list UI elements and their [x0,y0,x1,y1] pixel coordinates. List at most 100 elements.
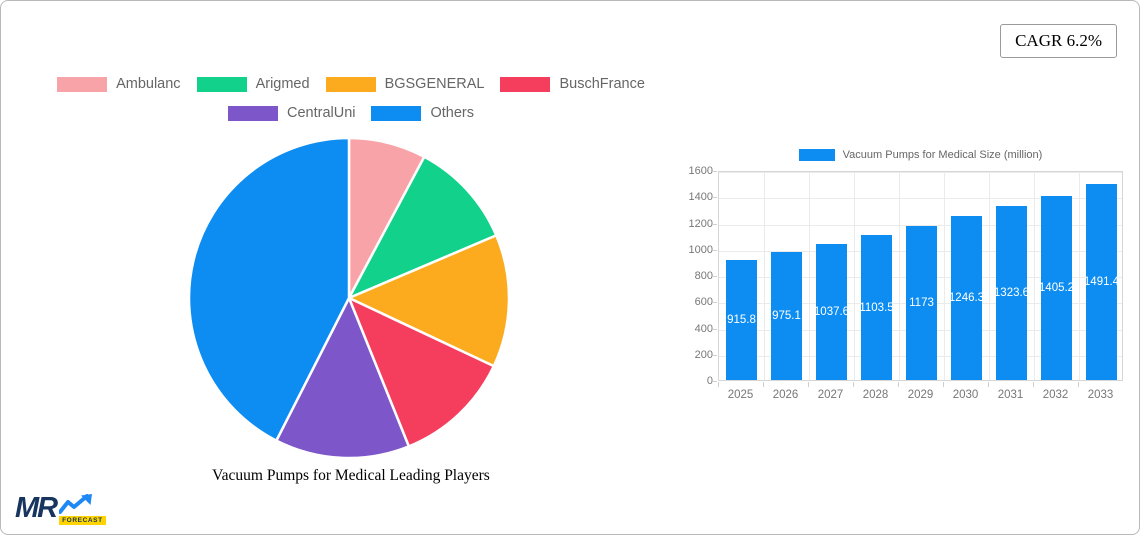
pie-legend: Ambulanc Arigmed BGSGENERAL BuschFrance Cent… [1,76,701,121]
x-axis-tick-label: 2025 [727,389,754,401]
pie-slice-centraluni [275,296,411,460]
pie-legend-row: Ambulanc Arigmed BGSGENERAL BuschFrance [57,76,645,92]
x-axis-tick-mark [1033,382,1034,387]
y-axis-tick-label: 200 [694,348,713,361]
x-axis-tick-mark [1078,382,1079,387]
v-gridline [989,172,990,380]
logo-sub-text: FORECAST [59,516,106,525]
y-axis-tick-label: 400 [694,322,713,335]
h-gridline [719,172,1122,173]
y-axis-tick-label: 1200 [688,217,713,230]
bar-value-label: 1103.5 [859,301,894,314]
legend-item-ambulanc: Ambulanc [57,76,181,92]
y-axis-tick-label: 1600 [688,165,713,177]
h-gridline [719,198,1122,200]
cagr-badge: CAGR 6.2% [1000,24,1117,58]
y-axis-tick-label: 800 [694,270,713,282]
x-axis-tick-mark [898,382,899,387]
cagr-label: CAGR 6.2% [1015,31,1102,50]
y-axis-tick-label: 1400 [688,191,713,204]
bar-2029: 1173 [906,226,937,380]
bar-2028: 1103.5 [859,235,894,380]
y-axis-tick-mark [712,328,717,330]
bar-2027: 1037.6 [813,243,850,380]
bar-value-label: 915.8 [727,313,756,326]
x-axis-tick-mark [808,382,809,387]
pie-slice-bgsgeneral [347,234,511,368]
y-axis-tick-mark [712,171,717,172]
v-gridline [1079,172,1080,380]
pie-slice-buschfrance [347,296,496,448]
bar-value-label: 1323.6 [993,287,1030,300]
pie-slice-others [187,136,351,442]
x-axis-tick-label: 2027 [817,389,844,401]
legend-color-swatch [500,76,551,92]
v-gridline [764,172,765,380]
bar-chart-axes: 0 200 400 600 800 1000 1200 1400 1600 2025 2026 202… [689,166,1123,402]
pie-chart-title: Vacuum Pumps for Medical Leading Players [212,467,490,484]
x-axis-tick-label: 2032 [1042,389,1069,401]
legend-item-label: CentralUni [286,105,356,121]
bar-legend-label: Vacuum Pumps for Medical Size (million) [842,149,1043,161]
legend-item-others: Others [371,105,474,121]
legend-color-swatch [57,76,108,92]
bar-2026: 975.1 [771,252,802,380]
legend-item-buschfrance: BuschFrance [500,76,645,92]
trend-arrow-icon [59,494,93,514]
y-axis-tick-mark [712,276,717,277]
v-gridline [809,172,810,380]
v-gridline [854,172,855,380]
bar-legend-swatch [798,149,835,161]
pie-legend-row: CentralUni Others [227,105,474,121]
x-axis-tick-label: 2033 [1087,389,1114,401]
y-axis-tick-mark [712,223,717,225]
bar-2030: 1246.3 [948,216,985,380]
y-axis-tick-label: 0 [706,375,713,387]
pie-chart [187,136,511,460]
v-gridline [1034,172,1035,380]
bar-value-label: 975.1 [772,310,801,323]
bar-2032: 1405.2 [1038,195,1075,380]
x-axis-tick-mark [718,382,719,387]
bar-value-label: 1173 [909,297,934,310]
mr-forecast-logo: MR FORECAST [15,494,106,525]
bar-value-label: 1405.2 [1038,281,1075,294]
bar-chart-plot-area: 915.8 975.1 1037.6 1103.5 1173 1246.3 1323.6 14… [718,171,1123,381]
h-gridline [719,224,1122,226]
x-axis-tick-mark [988,382,989,387]
bar-2031: 1323.6 [993,206,1030,380]
legend-color-swatch [325,76,376,92]
x-axis-tick-label: 2030 [952,389,979,401]
y-axis-tick-mark [712,354,717,356]
legend-color-swatch [371,105,422,121]
legend-item-label: BGSGENERAL [384,76,485,92]
legend-item-label: Others [430,105,474,121]
legend-item-arigmed: Arigmed [196,76,310,92]
legend-item-label: Ambulanc [116,76,181,92]
x-axis-tick-label: 2026 [772,389,799,401]
legend-color-swatch [196,76,247,92]
legend-item-bgsgeneral: BGSGENERAL [325,76,485,92]
bar-2033: 1491.4 [1083,184,1120,380]
x-axis-tick-mark [763,382,764,387]
x-axis-tick-label: 2031 [997,389,1024,401]
pie-slice-arigmed [347,155,498,300]
y-axis-tick-mark [712,197,717,199]
bar-value-label: 1491.4 [1083,276,1120,289]
x-axis-tick-label: 2028 [862,389,889,401]
x-axis-tick-label: 2029 [907,389,934,401]
x-axis-tick-mark [853,382,854,387]
legend-color-swatch [227,105,278,121]
bar-value-label: 1246.3 [948,292,985,305]
y-axis-tick-label: 1000 [688,243,713,256]
v-gridline [899,172,900,380]
y-axis-tick-mark [712,381,717,382]
x-axis-tick-mark [943,382,944,387]
y-axis-tick-mark [712,249,717,251]
legend-item-label: Arigmed [255,76,310,92]
y-axis-tick-mark [712,302,717,304]
y-axis-tick-label: 600 [694,296,713,309]
bar-value-label: 1037.6 [813,305,850,318]
logo-brand-text: MR [15,492,58,524]
